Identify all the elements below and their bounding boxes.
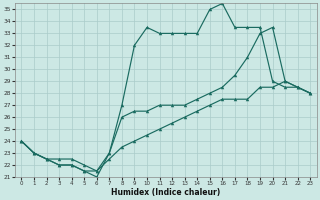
X-axis label: Humidex (Indice chaleur): Humidex (Indice chaleur) — [111, 188, 220, 197]
